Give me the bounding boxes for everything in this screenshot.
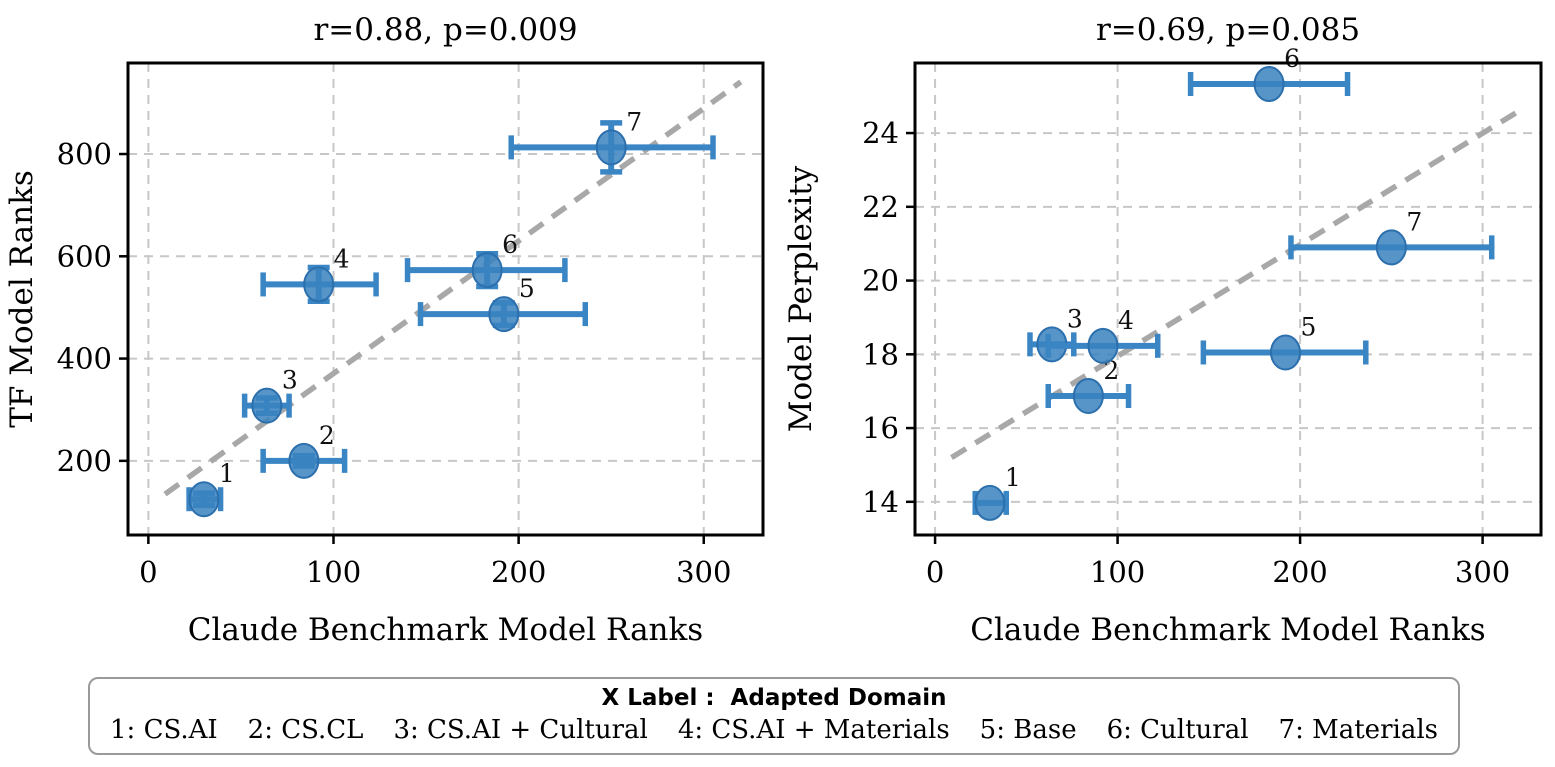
legend-box: X Label : Adapted Domain 1: CS.AI 2: CS.C… <box>88 677 1460 755</box>
point-label-2: 2 <box>319 421 335 450</box>
x-tick-label: 0 <box>139 555 157 589</box>
legend-item: 1: CS.AI <box>110 715 218 745</box>
point-label-1: 1 <box>219 459 235 488</box>
data-point-7 <box>595 129 627 166</box>
x-tick-label: 200 <box>1272 555 1327 589</box>
point-label-3: 3 <box>1067 304 1083 333</box>
point-label-2: 2 <box>1103 356 1119 385</box>
left-scatter-plot: 1 23 4 56 7 0 100 200 300 200 400 600 800 r=0.88, p=0… <box>4 12 765 648</box>
x-tick-label: 200 <box>491 555 546 589</box>
x-tick-label: 100 <box>1090 555 1145 589</box>
y-tick-label: 200 <box>57 444 112 478</box>
point-label-6: 6 <box>502 230 518 259</box>
y-axis-label: TF Model Ranks <box>4 170 40 428</box>
legend-items: 1: CS.AI 2: CS.CL 3: CS.AI + Cultural 4: CS… <box>90 712 1458 748</box>
legend-item: 5: Base <box>979 715 1077 745</box>
y-tick-label: 18 <box>862 337 899 371</box>
point-label-1: 1 <box>1005 463 1021 492</box>
fit-line <box>163 79 743 497</box>
y-tick-label: 800 <box>57 137 112 171</box>
y-tick-label: 20 <box>862 264 899 298</box>
x-axis-label: Claude Benchmark Model Ranks <box>970 612 1485 648</box>
point-label-7: 7 <box>626 107 642 136</box>
data-point-4 <box>1087 327 1119 364</box>
point-label-4: 4 <box>1118 306 1134 335</box>
data-point-2 <box>288 442 320 479</box>
x-tick-label: 0 <box>926 555 944 589</box>
plot-border <box>913 61 1543 537</box>
legend-item: 3: CS.AI + Cultural <box>393 715 648 745</box>
legend-title: X Label : Adapted Domain <box>601 685 947 711</box>
y-tick-label: 16 <box>862 411 899 445</box>
y-tick-label: 22 <box>862 190 899 224</box>
y-axis-label: Model Perplexity <box>783 165 819 432</box>
y-tick-label: 24 <box>862 116 899 150</box>
data-point-1 <box>974 484 1006 521</box>
y-tick-label: 14 <box>862 485 899 519</box>
plot-title: r=0.88, p=0.009 <box>313 12 577 48</box>
legend-item: 7: Materials <box>1278 715 1438 745</box>
fit-line <box>950 108 1521 460</box>
legend-item: 6: Cultural <box>1106 715 1249 745</box>
data-point-4 <box>303 266 335 303</box>
point-label-5: 5 <box>1300 312 1316 341</box>
point-label-7: 7 <box>1406 207 1422 236</box>
legend-item: 4: CS.AI + Materials <box>677 715 950 745</box>
x-tick-label: 300 <box>1455 555 1510 589</box>
point-label-5: 5 <box>519 274 535 303</box>
point-label-6: 6 <box>1284 44 1300 73</box>
y-tick-label: 600 <box>57 239 112 273</box>
data-point-6 <box>1253 66 1285 103</box>
data-point-7 <box>1375 229 1407 266</box>
x-tick-label: 300 <box>676 555 731 589</box>
data-point-6 <box>471 252 503 289</box>
point-label-4: 4 <box>334 244 350 273</box>
data-point-2 <box>1072 377 1104 414</box>
plot-title: r=0.69, p=0.085 <box>1096 12 1360 48</box>
data-point-5 <box>1269 334 1301 371</box>
data-point-3 <box>251 387 283 424</box>
data-point-1 <box>188 481 220 518</box>
x-axis-label: Claude Benchmark Model Ranks <box>188 612 703 648</box>
point-label-3: 3 <box>282 366 298 395</box>
x-tick-label: 100 <box>306 555 361 589</box>
y-tick-label: 400 <box>57 342 112 376</box>
data-point-5 <box>488 296 520 333</box>
legend-item: 2: CS.CL <box>247 715 364 745</box>
plot-border <box>126 61 765 537</box>
